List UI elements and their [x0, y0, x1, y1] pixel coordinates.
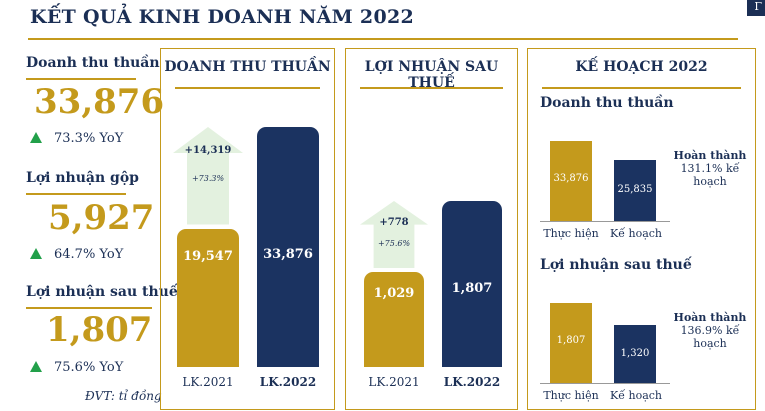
- kpi-rule-net-profit: [26, 307, 152, 309]
- plan-value-label: 1,807: [556, 335, 586, 346]
- net-profit-panel: LỢI NHUẬN SAU THUẾ +778 +75.6% 1,029 1,807 L…: [345, 48, 518, 410]
- up-triangle-icon: [30, 361, 42, 372]
- plan-value-label: 33,876: [553, 173, 589, 184]
- corner-glyph-icon: Γ: [754, 0, 762, 13]
- up-triangle-icon: [30, 132, 42, 143]
- plan-panel-title: KẾ HOẠCH 2022: [575, 59, 708, 75]
- page-title: KẾT QUẢ KINH DOANH NĂM 2022: [30, 6, 414, 28]
- bar-value-label: 33,876: [263, 247, 313, 262]
- kpi-rule-gross-profit: [26, 193, 126, 195]
- growth-arrow-shape: [360, 201, 428, 269]
- plan-bar-target: [614, 324, 656, 383]
- bar-lk-2022: [257, 127, 319, 367]
- category-label: LK.2022: [259, 375, 317, 389]
- kpi-yoy-revenue: 73.3% YoY: [30, 131, 123, 146]
- growth-delta-label: +14,319: [184, 145, 232, 156]
- growth-arrow-icon: [360, 201, 428, 269]
- growth-pct-label: +73.3%: [191, 174, 225, 184]
- bar-lk-2021: [177, 228, 239, 367]
- plan-axis-line: [540, 383, 670, 384]
- kpi-yoy-net-profit: 75.6% YoY: [30, 360, 123, 375]
- bar-value-label: 19,547: [183, 248, 233, 264]
- kpi-yoy-net-profit-text: 75.6% YoY: [54, 360, 124, 375]
- plan-bar-actual: [550, 141, 592, 221]
- unit-note: ĐVT: tỉ đồng: [85, 389, 162, 403]
- plan-note-line: hoạch: [693, 175, 727, 188]
- plan-panel: KẾ HOẠCH 2022 Doanh thu thuần 33,876 25,83…: [527, 48, 756, 410]
- kpi-yoy-revenue-text: 73.3% YoY: [54, 131, 124, 146]
- bar-value-label: 1,029: [373, 286, 415, 302]
- plan-category-label: Thực hiện: [543, 389, 599, 402]
- plan-note-line: Hoàn thành: [673, 311, 747, 324]
- plan-subtitle: Lợi nhuận sau thuế: [540, 257, 692, 273]
- plan-category-label: Kế hoạch: [610, 227, 662, 240]
- bar-value-label: 1,807: [451, 281, 493, 296]
- plan-completion-note: Hoàn thành 131.1% kế hoạch: [668, 149, 752, 188]
- plan-note-line: 131.1% kế: [680, 162, 740, 175]
- category-label: LK.2021: [368, 375, 420, 389]
- growth-delta-label: +778: [379, 216, 409, 228]
- revenue-panel-divider: [175, 87, 320, 89]
- kpi-value-revenue: 33,876: [34, 82, 165, 122]
- kpi-label-net-profit: Lợi nhuận sau thuế: [26, 284, 178, 300]
- plan-subtitle: Doanh thu thuần: [540, 95, 674, 111]
- kpi-label-gross-profit: Lợi nhuận gộp: [26, 170, 139, 186]
- bar-lk-2022: [442, 201, 502, 367]
- kpi-value-net-profit: 1,807: [46, 310, 153, 350]
- title-divider: [28, 38, 738, 40]
- kpi-value-gross-profit: 5,927: [48, 198, 155, 238]
- plan-value-label: 25,835: [617, 184, 653, 196]
- corner-mark: Γ: [747, 0, 765, 16]
- growth-arrow-icon: [173, 127, 243, 225]
- category-label: LK.2021: [182, 375, 234, 389]
- kpi-rule-revenue: [26, 78, 136, 80]
- plan-note-line: hoạch: [693, 337, 727, 350]
- plan-category-label: Thực hiện: [543, 227, 599, 240]
- plan-note-line: Hoàn thành: [673, 149, 747, 162]
- category-label: LK.2022: [443, 375, 501, 389]
- plan-panel-divider: [542, 87, 741, 89]
- revenue-panel-title: DOANH THU THUẦN: [164, 59, 331, 75]
- growth-pct-label: +75.6%: [377, 239, 411, 249]
- kpi-label-revenue: Doanh thu thuần: [26, 55, 160, 71]
- revenue-panel: DOANH THU THUẦN +14,319 +73.3% 19,547 33,87…: [160, 48, 335, 410]
- plan-category-label: Kế hoạch: [610, 389, 662, 402]
- plan-completion-note: Hoàn thành 136.9% kế hoạch: [668, 311, 752, 350]
- kpi-yoy-gross-profit: 64.7% YoY: [30, 247, 123, 262]
- plan-bar-target: [614, 159, 656, 221]
- kpi-yoy-gross-profit-text: 64.7% YoY: [54, 247, 124, 262]
- plan-bar-actual: [550, 303, 592, 383]
- up-triangle-icon: [30, 248, 42, 259]
- growth-arrow-shape: [173, 127, 243, 225]
- plan-note-line: 136.9% kế: [680, 324, 740, 337]
- bar-lk-2021: [364, 272, 424, 367]
- plan-value-label: 1,320: [620, 347, 650, 359]
- net-profit-panel-divider: [360, 87, 503, 89]
- plan-axis-line: [540, 221, 670, 222]
